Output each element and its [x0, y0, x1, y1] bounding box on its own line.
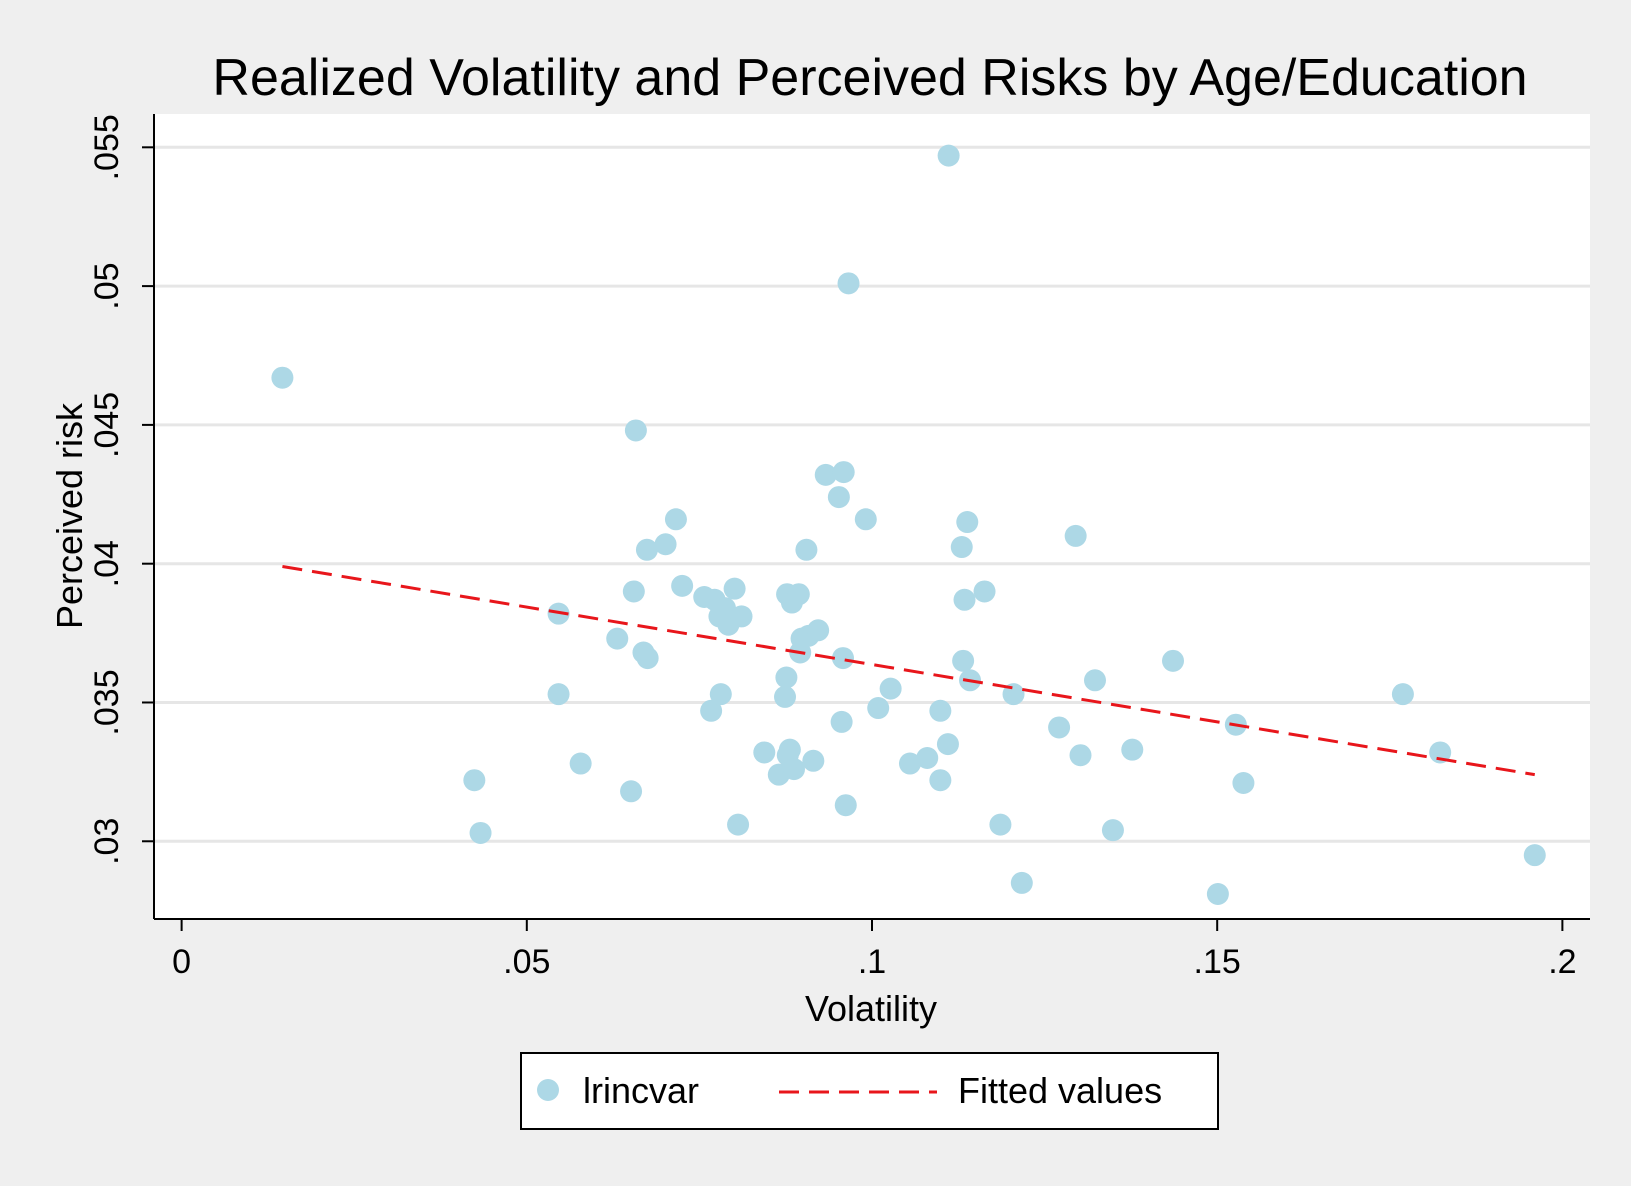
data-point — [929, 769, 952, 792]
x-axis-ticks: 0 .05 .1 .15 .2 — [172, 919, 1577, 981]
data-point — [1083, 669, 1106, 692]
data-point — [1429, 741, 1452, 764]
data-point — [778, 738, 801, 761]
y-axis-label: Perceived risk — [49, 402, 90, 629]
data-point — [929, 699, 952, 722]
data-point — [1048, 716, 1071, 739]
data-point — [753, 741, 776, 764]
data-point — [1391, 683, 1414, 706]
data-point — [727, 813, 750, 836]
data-point — [989, 813, 1012, 836]
data-point — [1002, 683, 1025, 706]
gridlines — [154, 145, 1590, 843]
data-point — [952, 649, 975, 672]
x-tick-label: .05 — [503, 943, 550, 981]
data-point — [730, 605, 753, 628]
data-point — [469, 821, 492, 844]
data-point — [569, 752, 592, 775]
data-point — [973, 580, 996, 603]
series-lrincvar — [271, 144, 1546, 906]
y-tick-label: .04 — [88, 540, 126, 587]
data-point — [700, 699, 723, 722]
data-point — [807, 619, 830, 642]
data-point — [463, 769, 486, 792]
y-tick-label: .055 — [88, 114, 126, 180]
data-point — [898, 752, 921, 775]
data-point — [636, 647, 659, 670]
legend: lrincvar Fitted values — [520, 1052, 1219, 1130]
data-point — [1206, 883, 1229, 906]
x-axis-label: Volatility — [805, 988, 937, 1029]
y-tick-label: .035 — [88, 669, 126, 735]
x-tick-label: 0 — [172, 943, 191, 981]
data-point — [802, 749, 825, 772]
data-point — [782, 758, 805, 781]
legend-marker-lrincvar — [537, 1079, 559, 1101]
data-point — [827, 486, 850, 509]
data-point — [832, 647, 855, 670]
data-point — [854, 508, 877, 531]
data-point — [671, 574, 694, 597]
data-point — [624, 419, 647, 442]
data-point — [1010, 871, 1033, 894]
data-point — [622, 580, 645, 603]
data-point — [867, 697, 890, 720]
data-point — [837, 272, 860, 295]
data-point — [830, 710, 853, 733]
data-point — [937, 144, 960, 167]
data-point — [879, 677, 902, 700]
data-point — [654, 533, 677, 556]
y-tick-label: .05 — [88, 262, 126, 309]
data-point — [795, 538, 818, 561]
legend-label-lrincvar: lrincvar — [583, 1070, 699, 1111]
data-point — [1523, 844, 1546, 867]
data-point — [664, 508, 687, 531]
data-point — [956, 511, 979, 534]
data-point — [1069, 744, 1092, 767]
data-point — [713, 597, 736, 620]
x-tick-label: .15 — [1194, 943, 1241, 981]
data-point — [620, 780, 643, 803]
x-tick-label: .1 — [858, 943, 886, 981]
data-point — [723, 577, 746, 600]
data-point — [936, 733, 959, 756]
data-point — [271, 366, 294, 389]
data-point — [834, 794, 857, 817]
data-point — [1121, 738, 1144, 761]
legend-label-fitted-values: Fitted values — [958, 1070, 1162, 1111]
data-point — [774, 685, 797, 708]
x-tick-label: .2 — [1548, 943, 1576, 981]
data-point — [950, 536, 973, 559]
data-point — [1232, 771, 1255, 794]
y-tick-label: .03 — [88, 818, 126, 865]
data-point — [1064, 524, 1087, 547]
data-point — [787, 583, 810, 606]
chart-title: Realized Volatility and Perceived Risks … — [212, 49, 1527, 107]
y-axis-ticks: .03 .035 .04 .045 .05 .055 — [88, 114, 154, 865]
data-point — [775, 666, 798, 689]
data-point — [547, 683, 570, 706]
data-point — [606, 627, 629, 650]
data-point — [814, 463, 837, 486]
data-point — [916, 747, 939, 769]
data-point — [1101, 819, 1124, 842]
y-tick-label: .045 — [88, 392, 126, 458]
data-point — [709, 683, 732, 706]
data-point — [1162, 649, 1185, 672]
data-point — [832, 461, 855, 484]
fitted-values-line — [282, 564, 1536, 777]
data-point — [953, 588, 976, 611]
data-point — [635, 538, 658, 561]
